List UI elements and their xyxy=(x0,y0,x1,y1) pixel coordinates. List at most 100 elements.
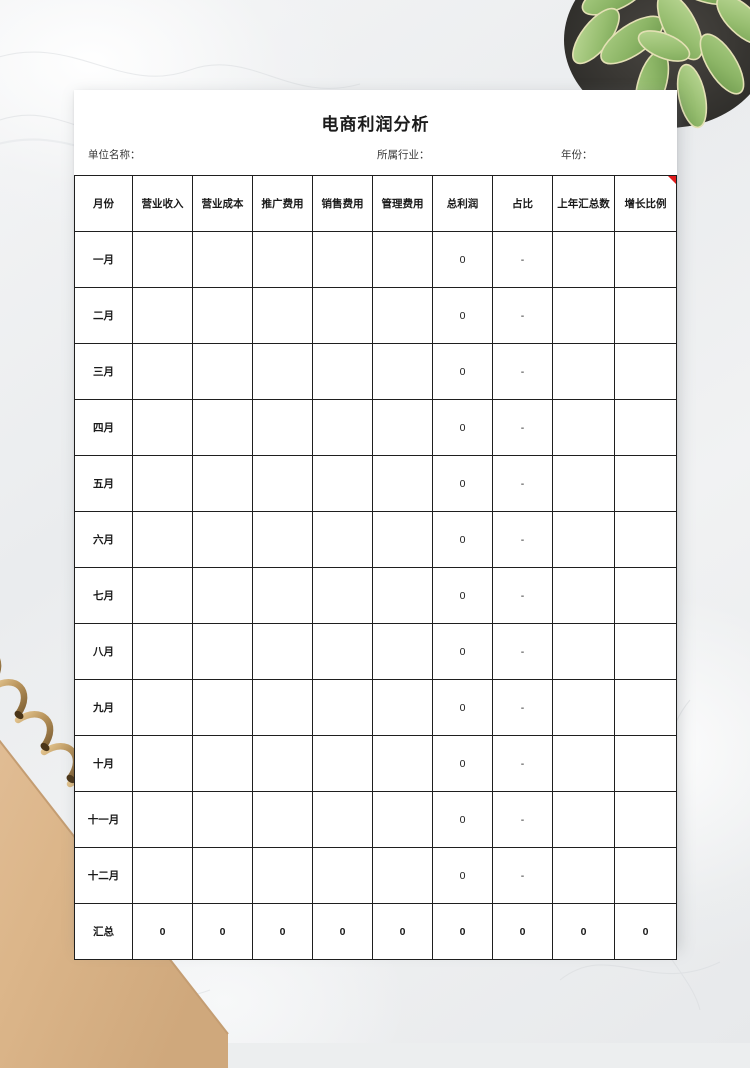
input-cell[interactable] xyxy=(132,623,193,680)
input-cell[interactable] xyxy=(312,455,373,512)
month-cell[interactable]: 八月 xyxy=(74,623,133,680)
input-cell[interactable] xyxy=(312,847,373,904)
input-cell[interactable] xyxy=(552,455,615,512)
computed-cell[interactable]: - xyxy=(492,567,553,624)
input-cell[interactable] xyxy=(132,231,193,288)
input-cell[interactable] xyxy=(312,567,373,624)
month-cell[interactable]: 十一月 xyxy=(74,791,133,848)
input-cell[interactable] xyxy=(192,735,253,792)
computed-cell[interactable]: - xyxy=(492,455,553,512)
input-cell[interactable] xyxy=(192,455,253,512)
input-cell[interactable] xyxy=(312,287,373,344)
input-cell[interactable] xyxy=(192,511,253,568)
input-cell[interactable] xyxy=(252,623,313,680)
input-cell[interactable] xyxy=(372,567,433,624)
input-cell[interactable] xyxy=(252,847,313,904)
input-cell[interactable] xyxy=(132,847,193,904)
input-cell[interactable] xyxy=(132,735,193,792)
input-cell[interactable] xyxy=(252,455,313,512)
input-cell[interactable] xyxy=(372,847,433,904)
input-cell[interactable] xyxy=(252,511,313,568)
month-cell[interactable]: 三月 xyxy=(74,343,133,400)
input-cell[interactable] xyxy=(552,231,615,288)
input-cell[interactable] xyxy=(312,231,373,288)
computed-cell[interactable]: 0 xyxy=(432,455,493,512)
input-cell[interactable] xyxy=(312,511,373,568)
input-cell[interactable] xyxy=(252,735,313,792)
input-cell[interactable] xyxy=(132,791,193,848)
input-cell[interactable] xyxy=(614,791,677,848)
month-cell[interactable]: 四月 xyxy=(74,399,133,456)
input-cell[interactable] xyxy=(552,343,615,400)
input-cell[interactable] xyxy=(614,231,677,288)
computed-cell[interactable]: - xyxy=(492,623,553,680)
input-cell[interactable] xyxy=(252,399,313,456)
input-cell[interactable] xyxy=(132,567,193,624)
computed-cell[interactable]: - xyxy=(492,679,553,736)
input-cell[interactable] xyxy=(372,623,433,680)
month-cell[interactable]: 六月 xyxy=(74,511,133,568)
input-cell[interactable] xyxy=(192,847,253,904)
input-cell[interactable] xyxy=(552,287,615,344)
input-cell[interactable] xyxy=(132,287,193,344)
computed-cell[interactable]: - xyxy=(492,847,553,904)
computed-cell[interactable]: 0 xyxy=(432,399,493,456)
input-cell[interactable] xyxy=(312,623,373,680)
input-cell[interactable] xyxy=(614,679,677,736)
input-cell[interactable] xyxy=(372,343,433,400)
input-cell[interactable] xyxy=(192,399,253,456)
computed-cell[interactable]: 0 xyxy=(432,847,493,904)
month-cell[interactable]: 十二月 xyxy=(74,847,133,904)
input-cell[interactable] xyxy=(552,735,615,792)
computed-cell[interactable]: 0 xyxy=(432,735,493,792)
month-cell[interactable]: 二月 xyxy=(74,287,133,344)
computed-cell[interactable]: 0 xyxy=(432,623,493,680)
month-cell[interactable]: 十月 xyxy=(74,735,133,792)
input-cell[interactable] xyxy=(192,679,253,736)
computed-cell[interactable]: 0 xyxy=(432,791,493,848)
input-cell[interactable] xyxy=(614,399,677,456)
input-cell[interactable] xyxy=(252,231,313,288)
input-cell[interactable] xyxy=(312,791,373,848)
input-cell[interactable] xyxy=(192,623,253,680)
computed-cell[interactable]: - xyxy=(492,399,553,456)
input-cell[interactable] xyxy=(614,511,677,568)
input-cell[interactable] xyxy=(252,287,313,344)
input-cell[interactable] xyxy=(252,791,313,848)
input-cell[interactable] xyxy=(372,735,433,792)
computed-cell[interactable]: - xyxy=(492,287,553,344)
input-cell[interactable] xyxy=(372,455,433,512)
input-cell[interactable] xyxy=(132,343,193,400)
computed-cell[interactable]: 0 xyxy=(432,231,493,288)
input-cell[interactable] xyxy=(372,511,433,568)
month-cell[interactable]: 九月 xyxy=(74,679,133,736)
computed-cell[interactable]: 0 xyxy=(432,287,493,344)
input-cell[interactable] xyxy=(132,399,193,456)
computed-cell[interactable]: - xyxy=(492,511,553,568)
input-cell[interactable] xyxy=(312,399,373,456)
input-cell[interactable] xyxy=(552,511,615,568)
input-cell[interactable] xyxy=(614,343,677,400)
computed-cell[interactable]: 0 xyxy=(432,343,493,400)
computed-cell[interactable]: - xyxy=(492,735,553,792)
input-cell[interactable] xyxy=(372,791,433,848)
input-cell[interactable] xyxy=(552,399,615,456)
input-cell[interactable] xyxy=(132,455,193,512)
input-cell[interactable] xyxy=(614,847,677,904)
computed-cell[interactable]: - xyxy=(492,343,553,400)
input-cell[interactable] xyxy=(614,287,677,344)
input-cell[interactable] xyxy=(192,791,253,848)
input-cell[interactable] xyxy=(192,287,253,344)
input-cell[interactable] xyxy=(252,343,313,400)
input-cell[interactable] xyxy=(552,791,615,848)
input-cell[interactable] xyxy=(372,399,433,456)
input-cell[interactable] xyxy=(192,231,253,288)
computed-cell[interactable]: 0 xyxy=(432,679,493,736)
input-cell[interactable] xyxy=(614,623,677,680)
input-cell[interactable] xyxy=(614,455,677,512)
computed-cell[interactable]: 0 xyxy=(432,567,493,624)
input-cell[interactable] xyxy=(552,623,615,680)
input-cell[interactable] xyxy=(192,343,253,400)
input-cell[interactable] xyxy=(552,847,615,904)
input-cell[interactable] xyxy=(252,567,313,624)
